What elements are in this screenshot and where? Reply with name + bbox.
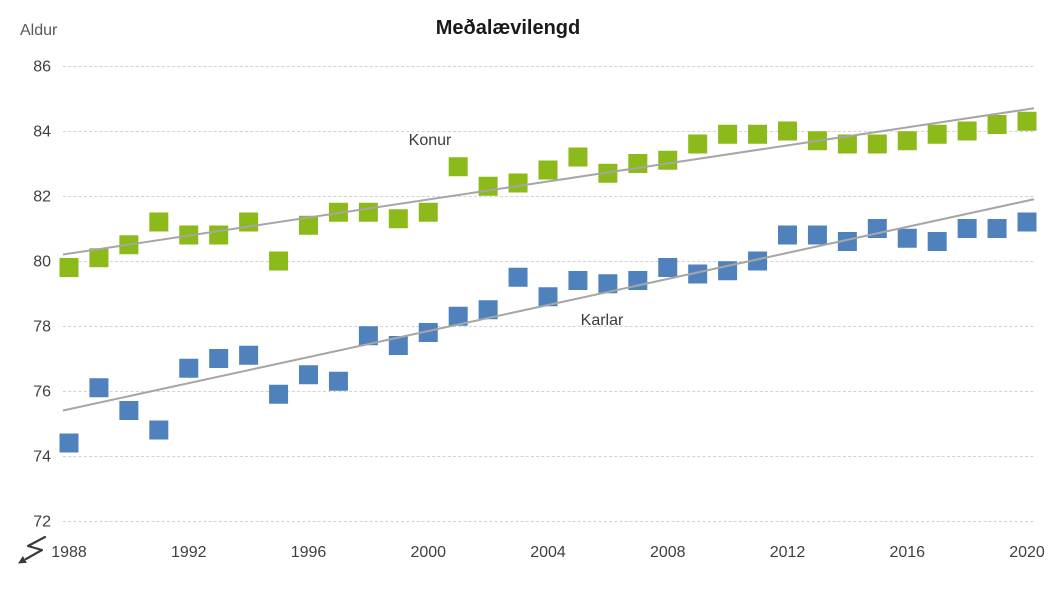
x-tick-label-2004: 2004 [530,544,566,561]
konur-point-2007 [628,154,648,173]
x-tick-label-2020: 2020 [1009,544,1045,561]
konur-point-2020 [1017,111,1037,131]
konur-point-1988 [59,258,79,277]
karlar-point-2000 [418,323,438,342]
karlar-point-2009 [688,264,708,284]
karlar-point-2004 [538,287,558,307]
karlar-point-2008 [658,258,678,277]
y-tick-label-74: 74 [33,449,51,466]
konur-point-1999 [388,209,408,229]
karlar-point-1990 [119,401,139,420]
series-label-karlar: Karlar [580,312,624,329]
karlar-point-2020 [1017,212,1037,232]
karlar-point-1998 [358,326,378,346]
konur-point-2015 [867,134,887,154]
y-tick-label-72: 72 [33,514,51,531]
konur-point-2016 [897,131,917,151]
konur-point-1989 [89,248,109,268]
konur-point-1994 [239,212,259,232]
karlar-point-2014 [837,232,857,251]
konur-point-2018 [957,121,977,141]
x-tick-label-1996: 1996 [291,544,327,561]
konur-point-1996 [299,215,318,235]
karlar-point-1996 [299,365,318,385]
karlar-point-2011 [748,251,768,271]
karlar-point-2012 [778,225,797,245]
karlar-point-2013 [807,225,827,245]
karlar-point-1995 [269,384,289,404]
konur-point-2009 [688,134,708,154]
series-label-konur: Konur [408,132,452,149]
karlar-point-2019 [987,219,1007,238]
karlar-point-1993 [209,349,229,368]
x-tick-label-1992: 1992 [171,544,207,561]
gridlines [63,66,1034,522]
y-tick-label-76: 76 [33,384,51,401]
y-tick-label-80: 80 [33,254,51,271]
y-tick-label-82: 82 [33,189,51,206]
y-tick-label-86: 86 [33,59,51,76]
karlar-point-1992 [179,358,199,378]
konur-point-1993 [209,225,229,245]
y-axis-tick-labels: 86 84 82 80 78 76 74 72 [33,59,51,531]
karlar-point-2017 [927,232,947,251]
konur-point-1991 [149,212,169,232]
konur-point-1998 [358,202,378,222]
karlar-point-1989 [89,378,109,398]
konur-point-2017 [927,124,947,144]
konur-point-2011 [748,124,768,144]
karlar-point-2003 [508,267,528,287]
x-axis-tick-labels: 1988 1992 1996 2000 2004 2008 2012 2016 2020 [51,544,1045,561]
y-tick-label-78: 78 [33,319,51,336]
konur-point-2003 [508,173,528,193]
karlar-point-2002 [478,300,498,320]
karlar-point-1994 [239,345,259,365]
konur-trendline [62,107,1035,256]
konur-point-2019 [987,115,1007,134]
x-tick-label-2016: 2016 [889,544,925,561]
x-tick-label-1988: 1988 [51,544,87,561]
karlar-trendline [62,198,1035,412]
x-tick-label-2008: 2008 [650,544,686,561]
karlar-point-2005 [568,271,588,290]
konur-point-2005 [568,147,588,167]
konur-point-2004 [538,160,558,180]
konur-point-2010 [718,124,738,144]
karlar-point-2001 [448,306,468,326]
axis-break-icon [18,535,47,564]
series-konur [59,111,1037,277]
konur-point-2002 [478,176,498,196]
karlar-point-2018 [957,219,977,238]
y-axis-title: Aldur [20,22,58,39]
konur-point-2001 [448,157,468,177]
karlar-point-1988 [59,433,79,453]
karlar-point-2016 [897,228,917,248]
x-tick-label-2012: 2012 [770,544,806,561]
karlar-point-1999 [388,336,408,355]
konur-point-2012 [778,121,797,141]
karlar-point-1997 [328,371,348,391]
chart-title: Meðalævilengd [435,17,581,39]
karlar-point-2006 [598,274,618,294]
konur-point-1995 [269,251,289,271]
karlar-point-1991 [149,420,169,440]
konur-point-2000 [418,202,438,222]
konur-point-2014 [837,134,857,154]
x-tick-label-2000: 2000 [410,544,446,561]
konur-point-2008 [658,150,678,170]
y-tick-label-84: 84 [33,124,51,141]
series-karlar [59,212,1037,453]
